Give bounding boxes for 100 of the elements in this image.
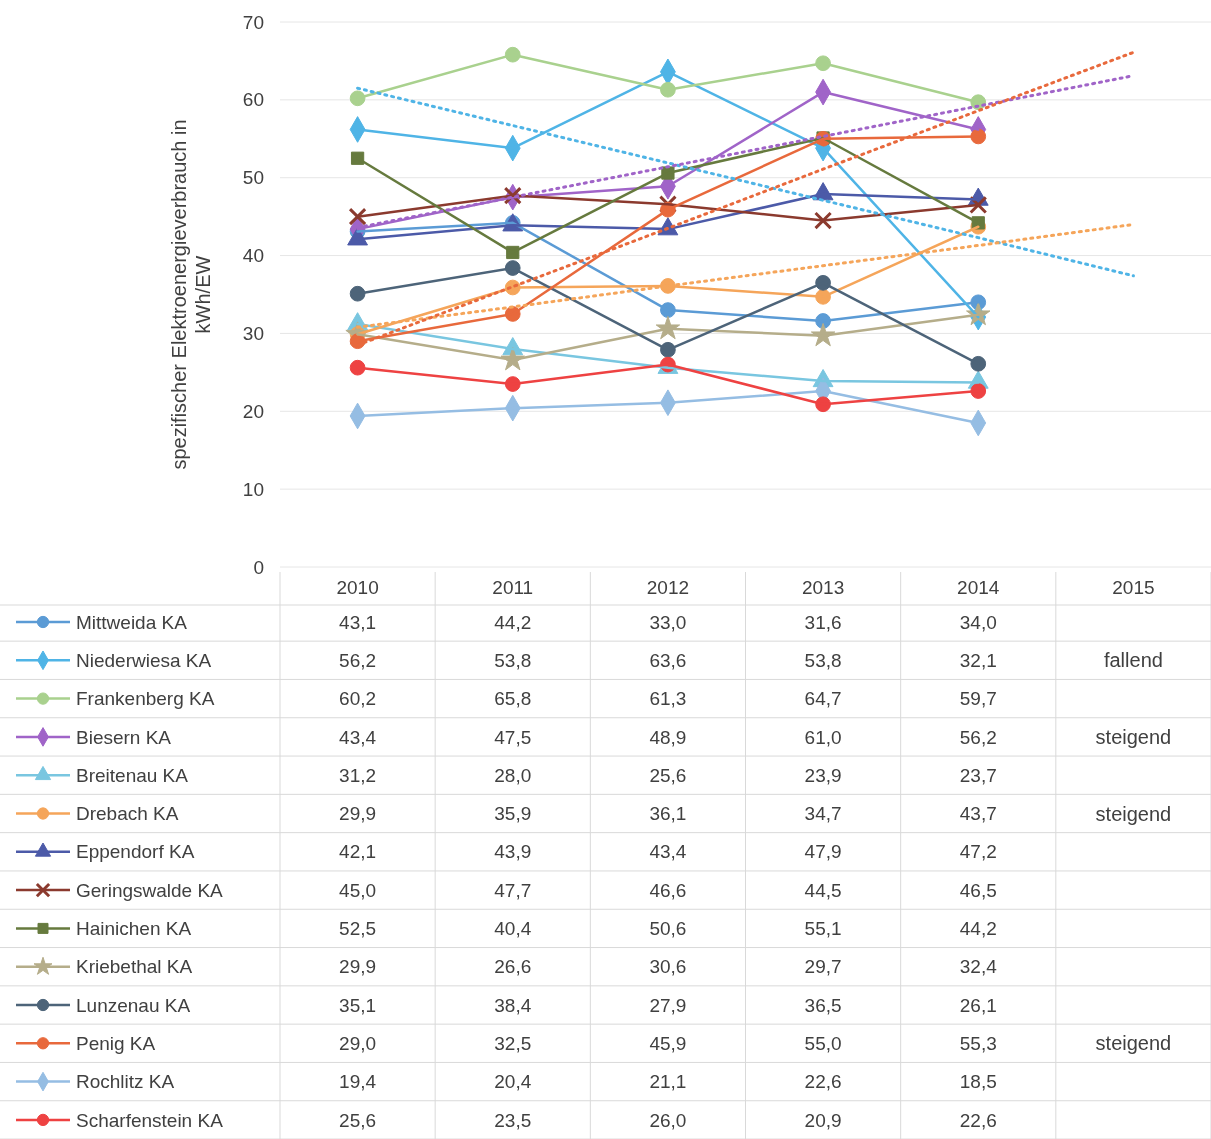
data-label: 56,2	[959, 726, 997, 748]
data-label: 59,7	[959, 688, 997, 710]
data-label: 43,9	[494, 841, 532, 863]
legend-label: Breitenau KA	[76, 764, 189, 786]
data-label: 55,3	[959, 1032, 997, 1054]
x-tick-label: 2012	[646, 576, 690, 598]
data-label: 21,1	[649, 1071, 687, 1093]
y-tick-label: 70	[242, 11, 264, 33]
data-label: 23,7	[959, 764, 997, 786]
data-label: 43,1	[339, 611, 377, 633]
legend-label: Kriebethal KA	[76, 956, 193, 978]
data-label: 32,4	[959, 956, 998, 978]
data-label: 43,7	[959, 803, 997, 825]
legend-label: Drebach KA	[76, 803, 179, 825]
data-label: 53,8	[494, 649, 532, 671]
point	[969, 195, 988, 214]
data-label: 32,1	[959, 649, 997, 671]
data-label: 44,2	[494, 611, 532, 633]
data-label: 50,6	[649, 918, 687, 940]
data-label: 65,8	[494, 688, 532, 710]
y-tick-label: 50	[242, 167, 264, 189]
data-label: 36,1	[649, 803, 687, 825]
data-label: 23,5	[494, 1109, 532, 1131]
data-label: 63,6	[649, 649, 687, 671]
data-label: 64,7	[804, 688, 842, 710]
data-label: 19,4	[339, 1071, 377, 1093]
text: steigend	[1095, 1032, 1172, 1055]
y-tick-label: 60	[242, 89, 264, 111]
data-label: 32,5	[494, 1032, 532, 1054]
data-label: 18,5	[959, 1071, 997, 1093]
data-label: 20,4	[494, 1071, 532, 1093]
data-label: 35,1	[339, 994, 377, 1016]
data-label: 47,2	[959, 841, 997, 863]
data-label: 25,6	[649, 764, 687, 786]
y-axis-title: spezifischer Elektroenergieverbrauch in kWh/EW	[168, 119, 214, 470]
data-label: 45,9	[649, 1032, 687, 1054]
data-label: 56,2	[339, 649, 377, 671]
legend-label: Mittweida KA	[76, 611, 188, 633]
data-label: 33,0	[649, 611, 687, 633]
data-label: 25,6	[339, 1109, 377, 1131]
data-label: 43,4	[339, 726, 377, 748]
data-label: 38,4	[494, 994, 532, 1016]
data-label: 55,0	[804, 1032, 842, 1054]
data-label: 61,3	[649, 688, 687, 710]
data-label: 20,9	[804, 1109, 842, 1131]
data-label: 47,9	[804, 841, 842, 863]
data-label: 55,1	[804, 918, 842, 940]
data-label: 52,5	[339, 918, 377, 940]
x-tick-label: 2010	[336, 576, 379, 598]
text: fallend	[1103, 649, 1163, 672]
data-label: 31,6	[804, 611, 842, 633]
data-label: 60,2	[339, 688, 377, 710]
data-label: 34,7	[804, 803, 842, 825]
legend-label: Hainichen KA	[76, 918, 192, 940]
text: steigend	[1095, 802, 1172, 825]
point	[349, 359, 366, 376]
data-label: 40,4	[494, 918, 532, 940]
legend-label: Scharfenstein KA	[76, 1109, 224, 1131]
data-label: 44,2	[959, 918, 997, 940]
data-label: 45,0	[339, 879, 377, 901]
point	[655, 315, 681, 340]
data-label: 61,0	[804, 726, 842, 748]
data-label: 29,0	[339, 1032, 377, 1054]
point	[349, 90, 366, 107]
point	[348, 207, 367, 226]
point	[970, 355, 987, 372]
legend-label: Geringswalde KA	[76, 879, 224, 901]
y-tick-label: 0	[253, 556, 264, 578]
data-label: 26,0	[649, 1109, 687, 1131]
data-label: 47,7	[494, 879, 532, 901]
data-label: 35,9	[494, 803, 532, 825]
legend-label: Frankenberg KA	[76, 688, 215, 710]
x-tick-label: 2015	[1112, 576, 1155, 598]
point	[970, 383, 987, 399]
data-label: 48,9	[649, 726, 687, 748]
data-label: 29,9	[339, 956, 377, 978]
data-label: 28,0	[494, 764, 532, 786]
data-label: 29,7	[804, 956, 842, 978]
y-tick-label: 20	[242, 400, 264, 422]
legend-label: Eppendorf KA	[76, 841, 195, 863]
data-label: 34,0	[959, 611, 997, 633]
point	[350, 151, 365, 165]
data-label: 46,5	[959, 879, 997, 901]
legend-label: Biesern KA	[76, 726, 172, 748]
data-label: 26,6	[494, 956, 532, 978]
data-label: 42,1	[339, 841, 377, 863]
data-label: 26,1	[959, 994, 997, 1016]
data-label: 47,5	[494, 726, 532, 748]
y-tick-label: 40	[242, 245, 264, 267]
data-label: 36,5	[804, 994, 842, 1016]
data-label: 53,8	[804, 649, 842, 671]
legend-label: Lunzenau KA	[76, 994, 191, 1016]
x-tick-label: 2013	[801, 576, 845, 598]
point	[966, 301, 991, 326]
point	[814, 211, 833, 230]
data-label: 22,6	[959, 1109, 997, 1131]
text: steigend	[1095, 725, 1172, 748]
data-label: 27,9	[649, 994, 687, 1016]
legend-label: Niederwiesa KA	[76, 649, 212, 671]
data-label: 31,2	[339, 764, 377, 786]
